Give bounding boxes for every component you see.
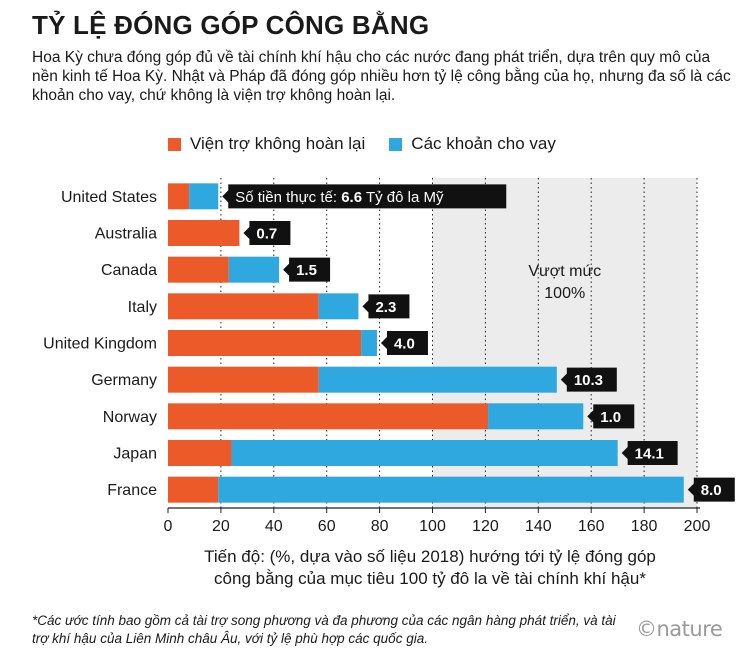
shade-label-line-2: 100%	[544, 285, 585, 302]
x-tick-label-140: 140	[525, 518, 552, 535]
x-axis-label-line-2: công bằng của mục tiêu 100 tỷ đô la về t…	[214, 569, 646, 588]
data-label-box	[362, 294, 410, 319]
bar-grants	[168, 293, 319, 320]
bar-loans	[361, 330, 377, 356]
legend-label-loans: Các khoản cho vay	[411, 134, 556, 153]
x-tick-label-160: 160	[578, 518, 605, 535]
x-tick-label-200: 200	[684, 518, 711, 535]
data-label: 1.5	[283, 257, 331, 282]
data-label: 0.7	[243, 221, 291, 245]
data-label-box	[222, 184, 507, 209]
data-label-text: 4.0	[394, 336, 415, 353]
legend-label-grants: Viện trợ không hoàn lại	[190, 134, 366, 153]
x-tick-label-0: 0	[164, 518, 173, 535]
bar-loans	[228, 256, 280, 283]
data-label: 4.0	[380, 331, 428, 355]
x-tick-label-180: 180	[631, 518, 658, 535]
data-label-text: 8.0	[701, 482, 722, 499]
bar-grants	[168, 183, 190, 210]
bar-grants	[168, 476, 219, 503]
legend-swatch-loans	[389, 137, 403, 151]
data-label-box	[243, 221, 291, 245]
legend-swatch-grants	[168, 137, 181, 151]
category-label: France	[107, 482, 157, 499]
x-tick-label-20: 20	[212, 518, 230, 535]
category-label: Japan	[113, 446, 157, 463]
data-label-box	[587, 404, 635, 429]
bar-grants	[168, 220, 240, 246]
category-label: Canada	[101, 262, 157, 279]
bar-loans	[231, 440, 618, 466]
category-label: Italy	[128, 299, 157, 316]
data-label: Số tiền thực tế: 6.6 Tỷ đô la Mỹ	[222, 184, 507, 209]
legend: Viện trợ không hoàn lại Các khoản cho va…	[168, 134, 580, 154]
data-label-box	[687, 477, 735, 502]
data-label-text: 1.5	[296, 262, 317, 279]
bar-loans	[318, 366, 557, 393]
bar-loans	[189, 183, 219, 210]
bar-grants	[168, 366, 319, 393]
data-label-box	[621, 441, 678, 465]
data-label-text: 2.3	[375, 299, 396, 316]
legend-item-grants: Viện trợ không hoàn lại	[168, 134, 365, 154]
bar-loans	[488, 403, 584, 430]
bar-loans	[318, 293, 359, 320]
bar-grants	[168, 403, 489, 430]
data-label-box	[380, 331, 428, 355]
data-label: 14.1	[621, 441, 678, 465]
x-tick-label-120: 120	[472, 518, 499, 535]
data-label-box	[283, 257, 331, 282]
x-tick-label-60: 60	[318, 518, 336, 535]
data-label: 2.3	[362, 294, 410, 319]
data-label: 1.0	[587, 404, 635, 429]
x-tick-label-80: 80	[371, 518, 389, 535]
data-label-text: 0.7	[256, 226, 277, 243]
category-label: Germany	[91, 372, 157, 389]
nature-logo: ©nature	[636, 617, 723, 641]
data-label: 10.3	[560, 367, 617, 392]
data-label-text: Số tiền thực tế: 6.6 Tỷ đô la Mỹ	[235, 189, 444, 206]
bar-loans	[218, 476, 684, 503]
shade-label-line-1: Vượt mức	[528, 263, 601, 280]
footnote: *Các ước tính bao gồm cả tài trợ song ph…	[32, 613, 616, 646]
x-axis-label-line-1: Tiến độ: (%, dựa vào số liệu 2018) hướng…	[204, 547, 656, 566]
category-label: United Kingdom	[43, 336, 157, 353]
data-label-text: 14.1	[635, 446, 664, 463]
bar-grants	[168, 330, 362, 356]
legend-item-loans: Các khoản cho vay	[389, 134, 556, 154]
x-tick-label-40: 40	[265, 518, 283, 535]
category-label: Australia	[95, 226, 157, 243]
data-label-box	[560, 367, 617, 392]
data-label-text: 10.3	[574, 372, 603, 389]
category-label: Norway	[103, 409, 157, 426]
x-axis-label: Tiến độ: (%, dựa vào số liệu 2018) hướng…	[150, 546, 710, 590]
bar-grants	[168, 256, 229, 283]
data-label-text: 1.0	[600, 409, 621, 426]
stacked-bar-chart: Vượt mức 100% United States Số tiền thực tế…	[43, 178, 735, 535]
x-tick-label-100: 100	[419, 518, 446, 535]
category-label: United States	[61, 189, 157, 206]
data-label: 8.0	[687, 477, 735, 502]
bar-grants	[168, 440, 232, 466]
chart-title: TỶ LỆ ĐÓNG GÓP CÔNG BẰNG	[32, 10, 430, 40]
chart-subtitle: Hoa Kỳ chưa đóng góp đủ về tài chính khí…	[32, 49, 731, 104]
